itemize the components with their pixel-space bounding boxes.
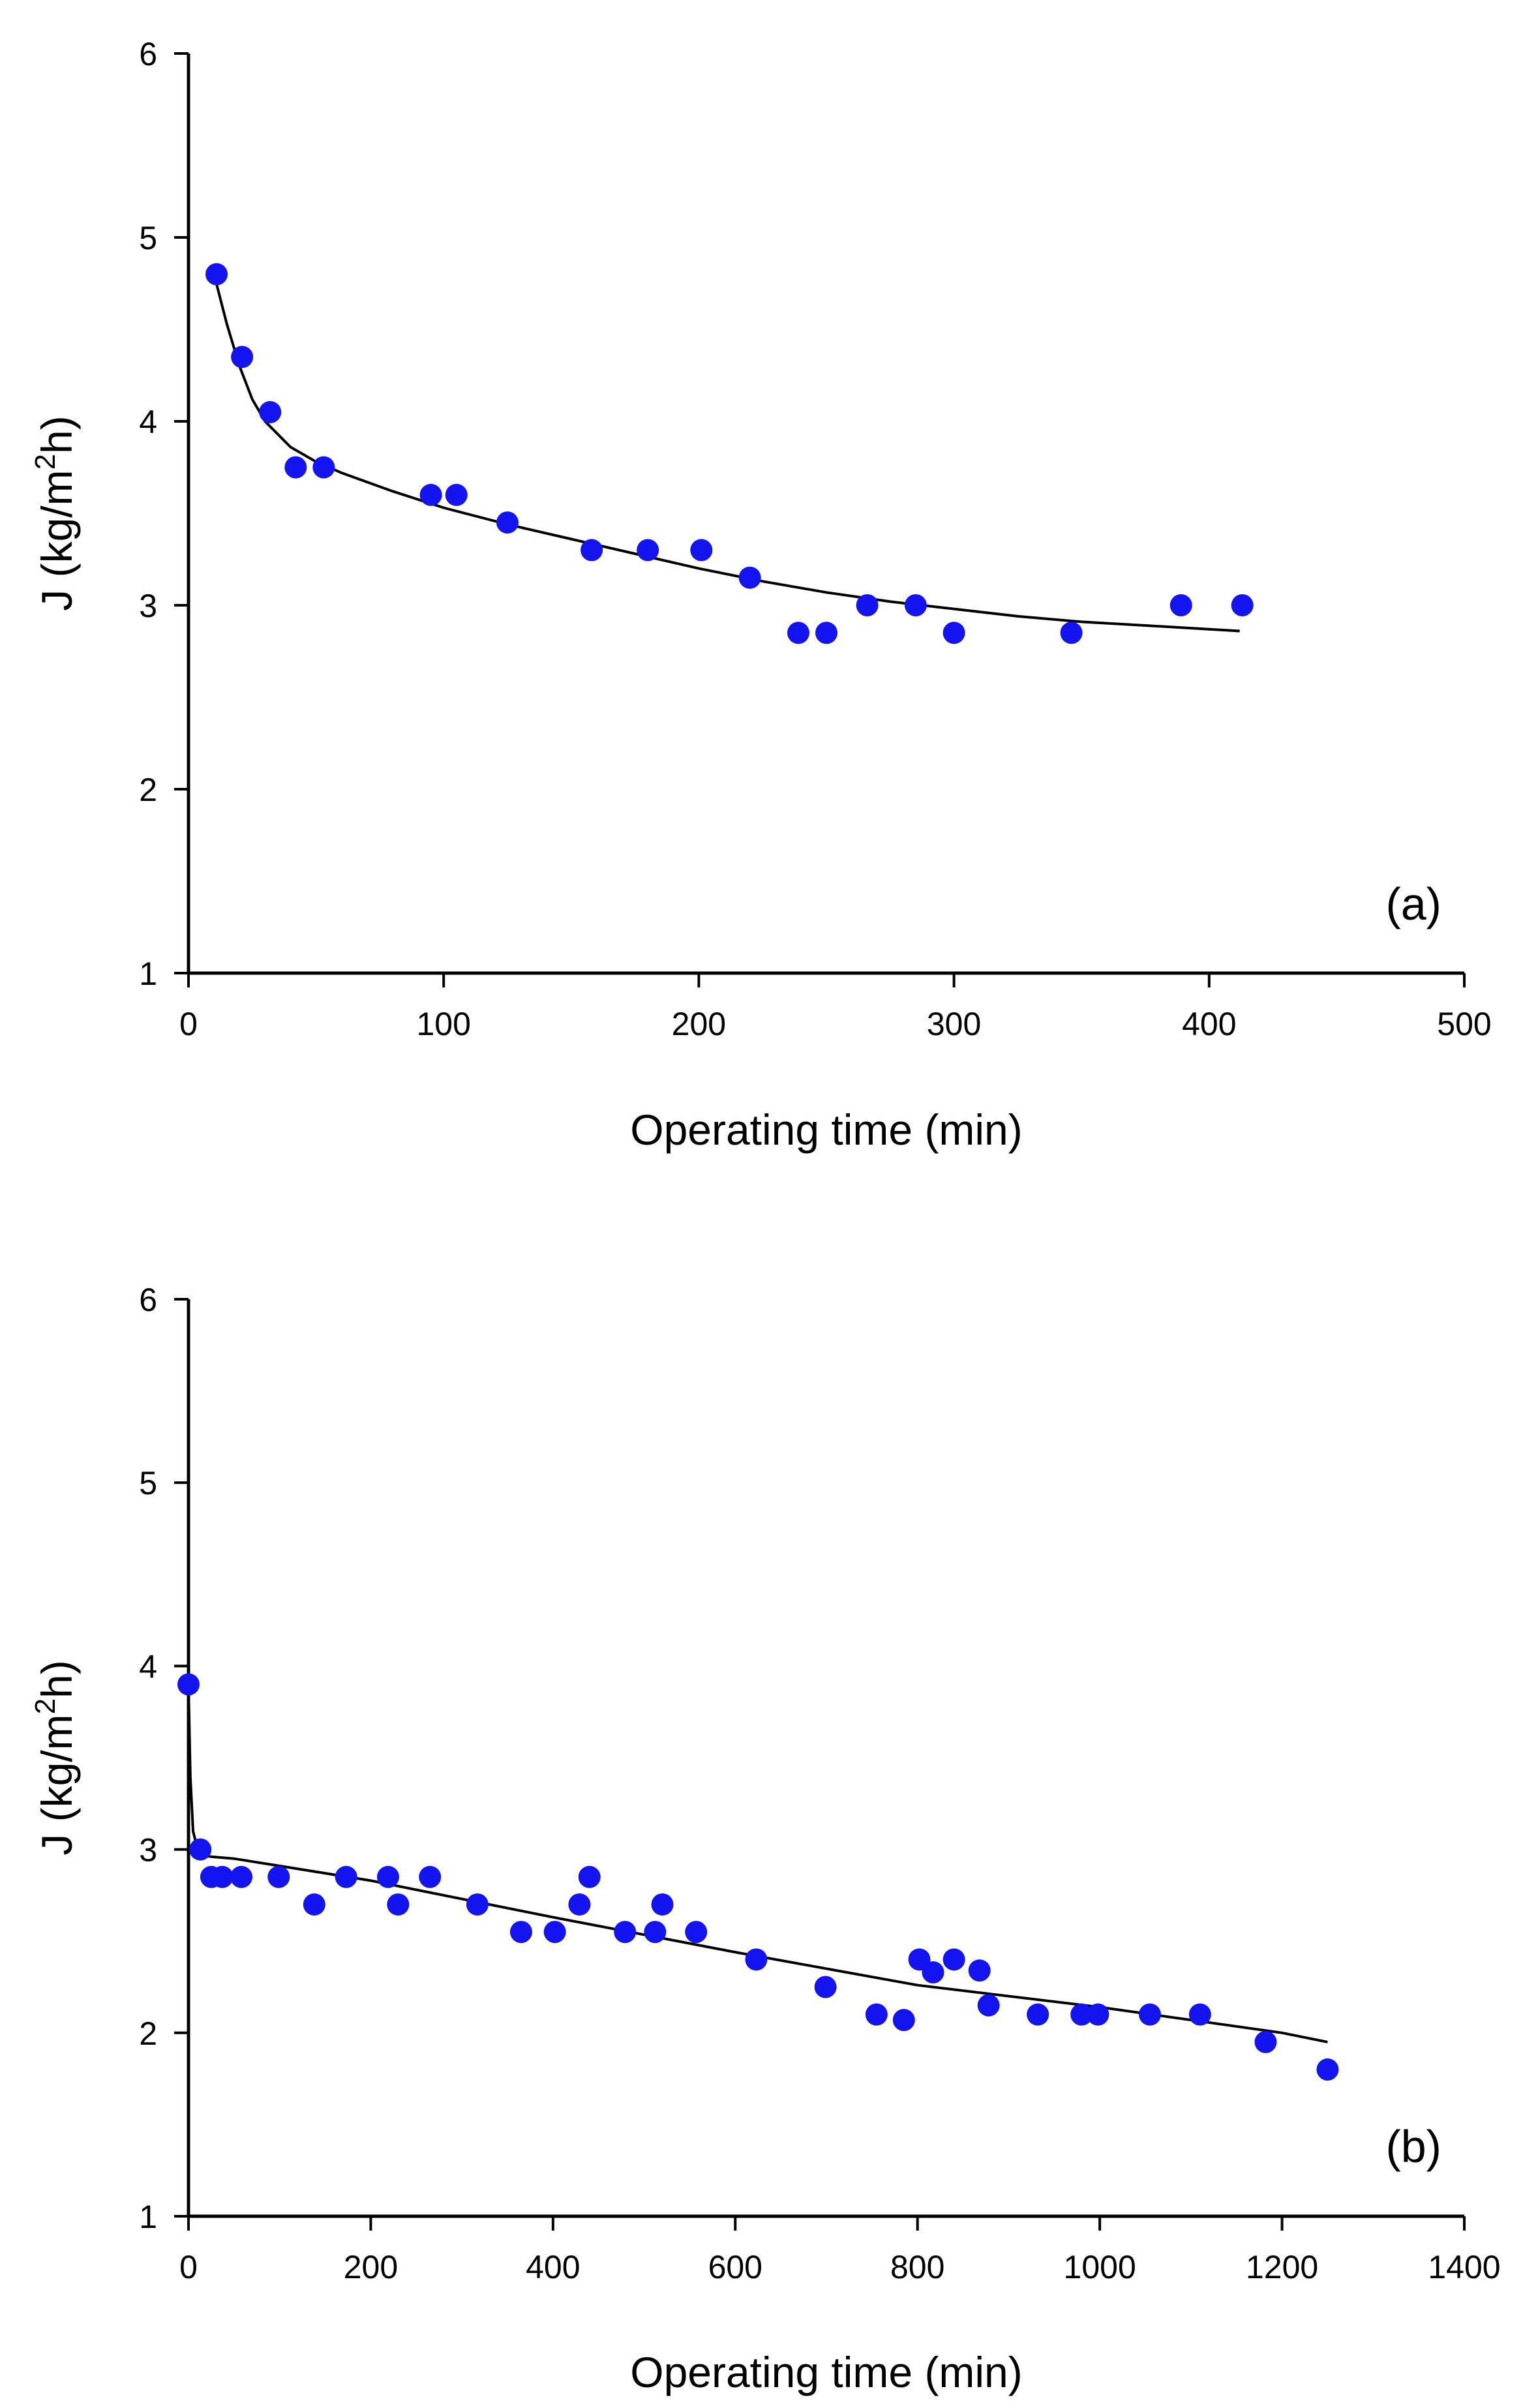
chart-panel-b: 1 2 3 4 5 6 0 200 400 600 800 1000 1200 1400 Operating… <box>29 1282 1501 2396</box>
data-point-b <box>814 1976 837 1998</box>
y-axis-title-main: J (kg/m <box>33 1714 81 1855</box>
data-point-b <box>942 1948 965 1971</box>
fit-curve-b <box>187 1684 1328 2043</box>
data-point-a <box>312 456 335 479</box>
data-point-b <box>1316 2058 1339 2081</box>
x-tick-label-b: 1200 <box>1246 2249 1318 2285</box>
y-axis-title-tail: h) <box>33 1660 81 1698</box>
data-point-b <box>466 1893 489 1916</box>
y-tick-label-a: 2 <box>139 772 157 808</box>
data-point-a <box>1060 622 1083 644</box>
data-point-b <box>230 1865 253 1888</box>
data-point-b <box>685 1921 708 1944</box>
data-point-b <box>376 1865 399 1888</box>
data-point-b <box>644 1921 667 1944</box>
data-point-a <box>581 539 603 562</box>
data-point-a <box>942 622 965 644</box>
x-tick-label-a: 0 <box>179 1006 198 1042</box>
x-tick-label-b: 200 <box>344 2249 398 2285</box>
x-tick-label-a: 400 <box>1182 1006 1236 1042</box>
data-point-b <box>1138 2003 1161 2026</box>
data-point-b <box>745 1948 768 1971</box>
data-point-b <box>1087 2003 1109 2026</box>
data-point-a <box>738 566 761 589</box>
y-tick-label-b: 2 <box>139 2015 157 2052</box>
data-point-b <box>267 1865 290 1888</box>
data-point-b <box>1070 2003 1093 2026</box>
data-point-b <box>387 1893 410 1916</box>
y-tick-label-a: 4 <box>139 404 157 440</box>
y-axis-title-a: J (kg/m2h) <box>29 415 81 611</box>
data-point-a <box>205 263 228 286</box>
x-tick-label-b: 1400 <box>1428 2249 1500 2285</box>
data-point-a <box>815 622 837 644</box>
data-point-a <box>496 511 519 534</box>
x-axis-title-b: Operating time (min) <box>630 2348 1023 2396</box>
y-tick-label-b: 1 <box>139 2199 157 2235</box>
data-point-b <box>892 2009 915 2032</box>
y-axis-title-superscript: 2 <box>29 454 61 470</box>
data-point-b <box>335 1865 357 1888</box>
y-tick-label-b: 5 <box>139 1465 157 1501</box>
data-point-b <box>303 1893 325 1916</box>
y-tick-label-b: 6 <box>139 1282 157 1318</box>
y-axis-title-b: J (kg/m2h) <box>29 1660 81 1856</box>
x-tick-label-a: 100 <box>416 1006 470 1042</box>
chart-panel-a: 1 2 3 4 5 6 0 100 200 300 400 500 Operating time (mi… <box>29 36 1492 1154</box>
data-point-a <box>856 594 879 616</box>
data-point-b <box>922 1961 944 1984</box>
data-point-b <box>651 1893 674 1916</box>
y-axis-title-tail: h) <box>33 415 81 454</box>
y-tick-label-a: 6 <box>139 36 157 72</box>
data-point-b <box>509 1921 532 1944</box>
x-axis-title-a: Operating time (min) <box>630 1106 1023 1154</box>
x-tick-label-b: 400 <box>526 2249 580 2285</box>
y-tick-label-b: 3 <box>139 1832 157 1869</box>
panel-label-b: (b) <box>1385 2121 1441 2172</box>
data-point-b <box>177 1673 200 1696</box>
data-point-b <box>189 1838 212 1861</box>
data-point-b <box>1027 2003 1049 2026</box>
x-tick-label-b: 0 <box>179 2249 198 2285</box>
x-tick-label-b: 800 <box>890 2249 944 2285</box>
data-point-a <box>259 400 282 423</box>
data-point-b <box>578 1865 601 1888</box>
data-point-a <box>284 456 307 479</box>
data-point-b <box>543 1921 566 1944</box>
data-point-b <box>1188 2003 1211 2026</box>
data-point-b <box>419 1865 442 1888</box>
fit-curve-a <box>213 273 1240 633</box>
data-point-a <box>787 622 809 644</box>
data-point-a <box>904 594 927 616</box>
data-point-a <box>445 483 468 506</box>
y-tick-label-a: 1 <box>139 956 157 992</box>
data-point-a <box>419 483 442 506</box>
x-tick-label-a: 500 <box>1437 1006 1491 1042</box>
data-point-b <box>614 1921 637 1944</box>
y-tick-label-a: 3 <box>139 588 157 624</box>
data-point-a <box>1231 594 1254 616</box>
data-point-a <box>231 346 254 369</box>
data-point-b <box>211 1865 234 1888</box>
data-point-a <box>690 539 713 562</box>
data-point-b <box>865 2003 888 2026</box>
y-tick-label-b: 4 <box>139 1648 157 1685</box>
x-tick-label-b: 1000 <box>1064 2249 1136 2285</box>
x-tick-label-b: 600 <box>708 2249 762 2285</box>
panel-label-a: (a) <box>1385 879 1441 929</box>
data-point-b <box>968 1959 991 1982</box>
data-point-b <box>977 1994 1000 2017</box>
y-tick-label-a: 5 <box>139 220 157 256</box>
y-axis-title-main: J (kg/m <box>33 470 81 610</box>
data-point-b <box>568 1893 591 1916</box>
x-tick-label-a: 300 <box>927 1006 981 1042</box>
data-point-a <box>1169 594 1192 616</box>
x-tick-label-a: 200 <box>672 1006 726 1042</box>
y-axis-title-superscript: 2 <box>29 1698 61 1714</box>
data-point-a <box>637 539 659 562</box>
data-point-b <box>1254 2030 1277 2053</box>
